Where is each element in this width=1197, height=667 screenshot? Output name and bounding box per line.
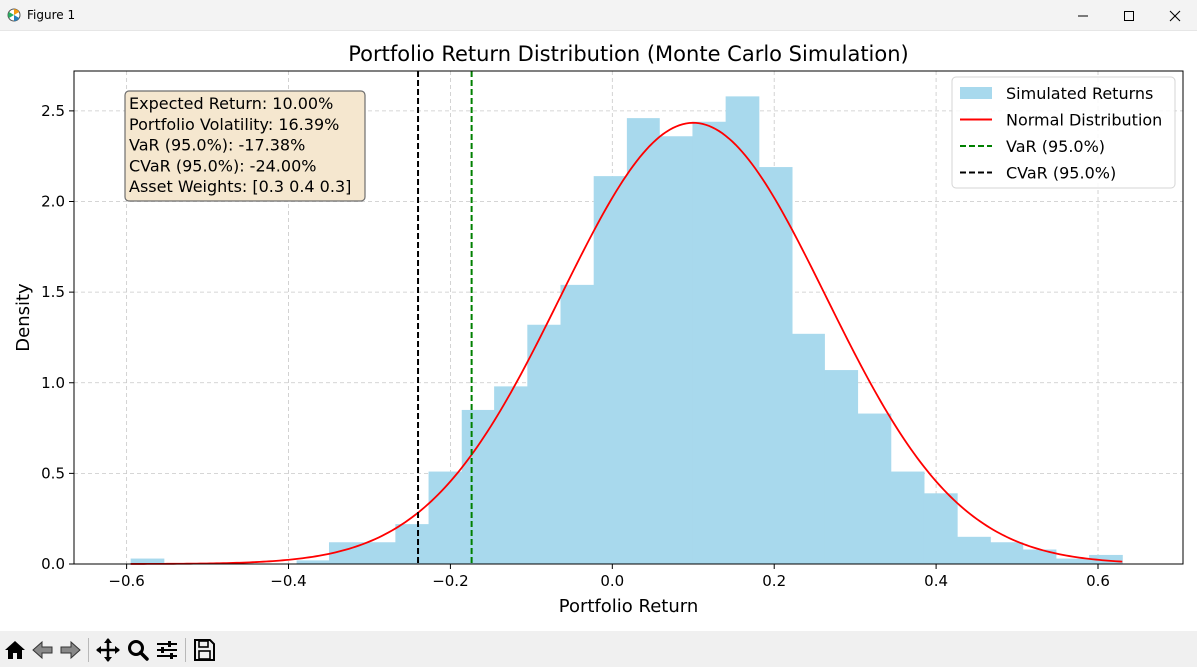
legend-label: Normal Distribution (1006, 111, 1162, 130)
toolbar-separator (185, 638, 186, 662)
save-button[interactable] (191, 637, 217, 663)
save-icon (194, 639, 215, 661)
window-title: Figure 1 (27, 8, 76, 22)
histogram-bar (1089, 554, 1123, 564)
chart-svg: −0.6 −0.4 −0.2 0.0 0.2 0.4 0.6 0.0 0.5 1.0 1.5 2.0 2… (13, 42, 1184, 617)
y-tick-label: 1.5 (41, 283, 65, 301)
axis-ticks: −0.6 −0.4 −0.2 0.0 0.2 0.4 0.6 0.0 0.5 1.0 1.5 2.0 2… (41, 102, 1110, 590)
normal-distribution-curve (130, 121, 1123, 565)
minimize-button[interactable] (1060, 0, 1106, 31)
histogram-bar (792, 333, 825, 564)
annotation-box-background (124, 90, 366, 202)
y-tick-label: 0.5 (41, 464, 65, 482)
histogram-bar (593, 176, 628, 564)
back-button[interactable] (30, 637, 56, 663)
histogram-bar (857, 413, 892, 564)
histogram-bar (692, 121, 727, 564)
histogram-bar (296, 560, 330, 564)
pan-button[interactable] (95, 637, 121, 663)
legend-label: CVaR (95.0%) (1006, 164, 1116, 183)
x-tick-label: −0.2 (432, 572, 468, 590)
y-tick-label: 1.0 (41, 374, 65, 392)
x-tick-label: −0.4 (270, 572, 306, 590)
histogram-bar (494, 386, 528, 564)
maximize-icon (1124, 11, 1134, 21)
zoom-icon (128, 640, 149, 661)
risk-lines (417, 71, 473, 564)
histogram-bar (527, 324, 562, 564)
legend-frame (951, 76, 1176, 189)
annotation-line: CVaR (95.0%): -24.00% (129, 156, 316, 175)
histogram-bar (659, 136, 693, 564)
toolbar-separator (88, 638, 89, 662)
close-icon (1169, 10, 1181, 22)
minimize-icon (1078, 15, 1088, 17)
title-bar: Figure 1 (0, 0, 1197, 31)
annotation-line: Expected Return: 10.00% (129, 94, 333, 113)
legend: Simulated Returns Normal Distribution VaR … (951, 76, 1176, 189)
histogram-bar (957, 536, 991, 564)
x-tick-label: 0.0 (600, 572, 624, 590)
home-button[interactable] (2, 637, 28, 663)
histogram-bar (890, 471, 925, 564)
x-axis-label: Portfolio Return (559, 596, 699, 617)
histogram-bar (560, 284, 595, 564)
annotation-line: Portfolio Volatility: 16.39% (129, 115, 339, 134)
annotation-line: Asset Weights: [0.3 0.4 0.3] (129, 177, 351, 196)
histogram-bar (824, 370, 859, 564)
y-tick-label: 0.0 (41, 555, 65, 573)
close-button[interactable] (1152, 0, 1197, 31)
histogram-bar (1022, 549, 1057, 564)
x-tick-label: 0.6 (1086, 572, 1110, 590)
app-icon (6, 7, 22, 23)
normal-curve-group (130, 121, 1123, 565)
histogram-bar (725, 96, 760, 564)
histogram-bar (461, 409, 495, 564)
zoom-button[interactable] (125, 637, 151, 663)
legend-swatch-histogram (960, 87, 992, 99)
histogram-bar (395, 524, 430, 564)
legend-label: Simulated Returns (1006, 84, 1153, 103)
pan-icon (96, 638, 120, 662)
stats-annotation-box: Expected Return: 10.00% Portfolio Volatil… (124, 90, 366, 202)
x-tick-label: 0.4 (924, 572, 948, 590)
x-tick-label: 0.2 (762, 572, 786, 590)
y-axis-label: Density (13, 283, 34, 352)
axes-frame (73, 70, 1184, 565)
x-tick-label: −0.6 (108, 572, 144, 590)
y-tick-label: 2.5 (41, 102, 65, 120)
histogram-bar (428, 471, 463, 564)
histogram-bar (758, 167, 793, 564)
maximize-button[interactable] (1106, 0, 1152, 31)
histogram-bar (923, 493, 958, 564)
y-tick-label: 2.0 (41, 193, 65, 211)
histogram-bars (130, 96, 1123, 564)
histogram-bar (990, 542, 1024, 564)
configure-subplots-icon (157, 641, 177, 659)
histogram-bar (1055, 558, 1090, 564)
histogram-bar (362, 542, 396, 564)
configure-subplots-button[interactable] (154, 637, 180, 663)
annotation-line: VaR (95.0%): -17.38% (129, 136, 305, 155)
figure-canvas[interactable]: −0.6 −0.4 −0.2 0.0 0.2 0.4 0.6 0.0 0.5 1.0 1.5 2.0 2… (0, 31, 1197, 631)
back-icon (32, 640, 53, 660)
histogram-bar (626, 118, 660, 564)
forward-button[interactable] (57, 637, 83, 663)
legend-label: VaR (95.0%) (1006, 137, 1105, 156)
forward-icon (60, 640, 81, 660)
home-icon (5, 641, 25, 659)
histogram-bar (130, 558, 165, 564)
chart-title: Portfolio Return Distribution (Monte Car… (348, 42, 909, 66)
navigation-toolbar (0, 631, 1197, 667)
